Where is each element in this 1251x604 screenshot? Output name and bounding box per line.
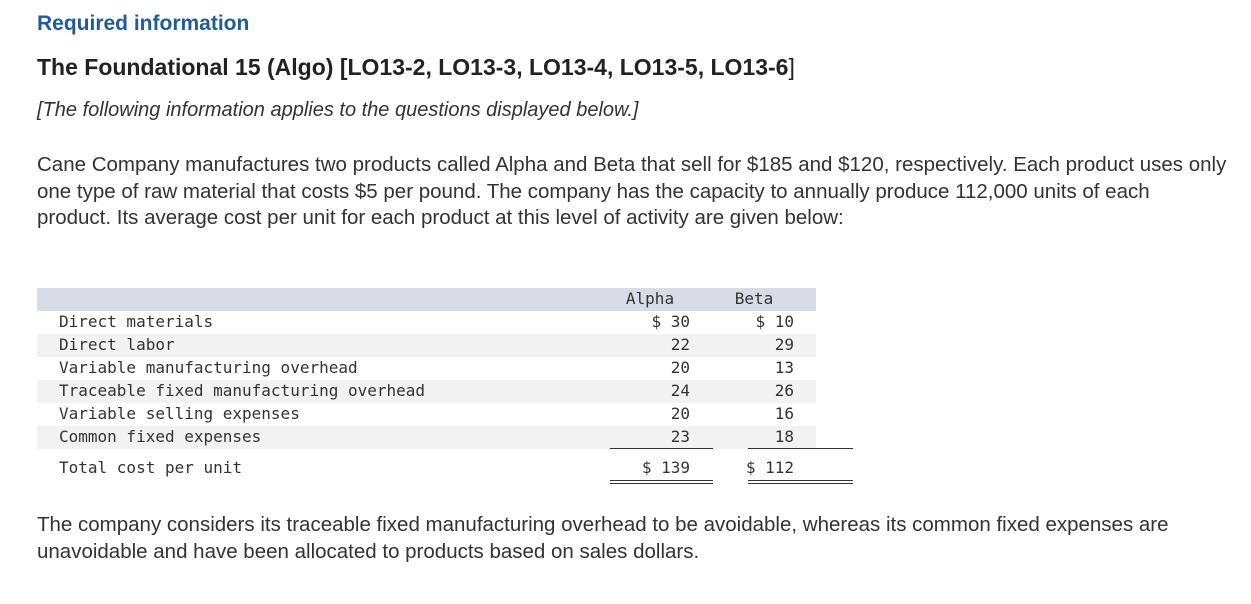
row-label: Traceable fixed manufacturing overhead xyxy=(59,381,426,400)
table-row: Common fixed expenses 23 18 xyxy=(37,426,853,449)
total-double-rule-alpha-2 xyxy=(610,483,713,484)
total-double-rule-beta-1 xyxy=(748,480,853,481)
total-row: Total cost per unit $ 139 $ 112 xyxy=(37,453,853,484)
table-row: Traceable fixed manufacturing overhead 2… xyxy=(37,380,816,403)
problem-title-bracket: ] xyxy=(788,54,795,80)
alpha-value: $ 30 xyxy=(651,312,690,331)
alpha-value: 20 xyxy=(670,358,690,377)
table-row: Direct materials $ 30 $ 10 xyxy=(37,311,816,334)
problem-title-text: The Foundational 15 (Algo) [LO13-2, LO13… xyxy=(37,54,789,80)
beta-value: $ 10 xyxy=(755,312,794,331)
beta-total: $ 112 xyxy=(745,458,794,477)
row-label: Direct materials xyxy=(59,312,214,331)
table-row: Variable selling expenses 20 16 xyxy=(37,403,816,426)
cost-per-unit-table: Alpha Beta Direct materials $ 30 $ 10 Di… xyxy=(37,288,853,484)
table-header-row: Alpha Beta xyxy=(37,288,816,311)
beta-value: 13 xyxy=(774,358,794,377)
intro-paragraph: Cane Company manufactures two products c… xyxy=(37,153,1227,229)
required-information-heading: Required information xyxy=(37,12,250,35)
alpha-value: 22 xyxy=(670,335,690,354)
total-double-rule-alpha-1 xyxy=(610,480,713,481)
total-double-rule-beta-2 xyxy=(748,483,853,484)
beta-value: 16 xyxy=(774,404,794,423)
column-header-beta: Beta xyxy=(734,289,774,308)
problem-title: The Foundational 15 (Algo) [LO13-2, LO13… xyxy=(37,54,795,81)
alpha-value: 24 xyxy=(670,381,690,400)
subtotal-rule-alpha xyxy=(610,448,713,449)
alpha-value: 20 xyxy=(670,404,690,423)
subtotal-rule-beta xyxy=(748,448,853,449)
row-label: Direct labor xyxy=(59,335,175,354)
total-label: Total cost per unit xyxy=(59,458,243,477)
problem-subtitle: [The following information applies to th… xyxy=(37,99,639,121)
alpha-total: $ 139 xyxy=(641,458,690,477)
closing-paragraph: The company considers its traceable fixe… xyxy=(37,513,1169,563)
table-row: Direct labor 22 29 xyxy=(37,334,816,357)
beta-value: 29 xyxy=(774,335,794,354)
beta-value: 18 xyxy=(774,427,794,446)
beta-value: 26 xyxy=(774,381,794,400)
table-row: Variable manufacturing overhead 20 13 xyxy=(37,357,816,380)
column-header-alpha: Alpha xyxy=(625,289,675,308)
row-label: Variable manufacturing overhead xyxy=(59,358,358,377)
row-label: Variable selling expenses xyxy=(59,404,300,423)
row-label: Common fixed expenses xyxy=(59,427,262,446)
alpha-value: 23 xyxy=(670,427,690,446)
